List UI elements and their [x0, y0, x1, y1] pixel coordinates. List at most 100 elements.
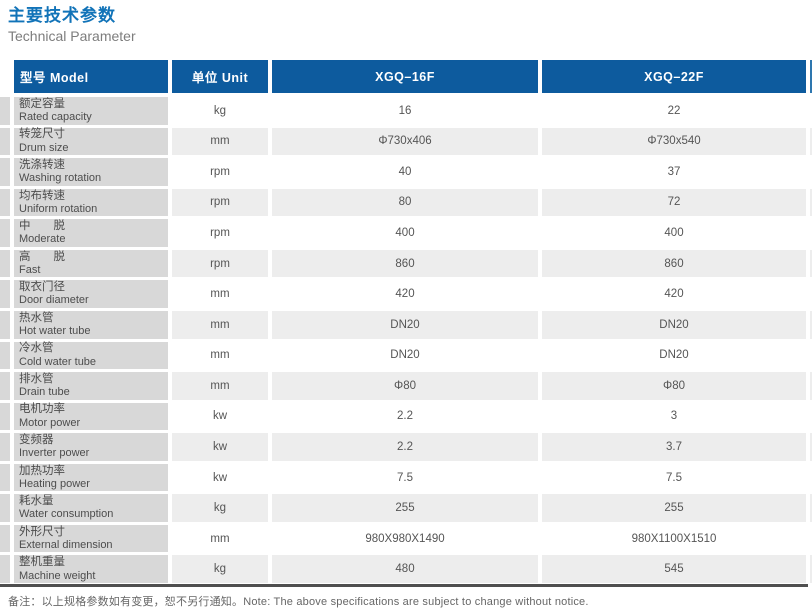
table-row: 取衣门径 Door diameter mm 420 420 [0, 280, 812, 308]
parameter-label-cell: 高 脱 Fast [14, 249, 168, 278]
parameter-label-en: Drain tube [19, 386, 70, 399]
parameter-label-cell: 排水管 Drain tube [14, 372, 168, 400]
table-header-row: 型号 Model 单位 Unit XGQ–16F XGQ–22F [14, 60, 812, 93]
parameter-label-en: Rated capacity [19, 111, 92, 124]
row-left-edge-strip [0, 463, 10, 492]
row-left-edge-strip [0, 372, 10, 400]
parameter-label-cell: 均布转速 Uniform rotation [14, 188, 168, 217]
xgq16f-value-cell: 7.5 [272, 463, 538, 492]
parameter-label-cell: 耗水量 Water consumption [14, 494, 168, 522]
table-row: 洗涤转速 Washing rotation rpm 40 37 [0, 158, 812, 186]
row-left-edge-strip [0, 555, 10, 583]
unit-cell: mm [172, 341, 268, 370]
parameter-label-cell: 冷水管 Cold water tube [14, 341, 168, 370]
parameter-label-en: Hot water tube [19, 325, 91, 337]
unit-cell: kw [172, 433, 268, 461]
table-row: 整机重量 Machine weight kg 480 545 [0, 555, 812, 583]
row-left-edge-strip [0, 341, 10, 370]
parameter-label-en: Heating power [19, 477, 90, 490]
row-right-edge-sliver [810, 433, 812, 461]
xgq16f-value-cell: DN20 [272, 310, 538, 339]
parameter-label-cn: 热水管 [19, 311, 54, 324]
xgq22f-value-cell: 3.7 [542, 433, 806, 461]
unit-cell: rpm [172, 158, 268, 186]
parameter-label-cell: 热水管 Hot water tube [14, 310, 168, 339]
header-model: 型号 Model [14, 60, 168, 93]
row-left-edge-strip [0, 310, 10, 339]
parameter-label-cn: 中 脱 [19, 220, 65, 233]
row-right-edge-sliver [810, 524, 812, 553]
row-left-edge-strip [0, 219, 10, 247]
parameter-label-cn: 均布转速 [19, 189, 65, 202]
parameter-label-en: Cold water tube [19, 355, 97, 368]
page-title-cn: 主要技术参数 [8, 6, 116, 25]
unit-cell: mm [172, 524, 268, 553]
row-left-edge-strip [0, 97, 10, 125]
table-row: 额定容量 Rated capacity kg 16 22 [0, 97, 812, 125]
footnote: 备注：以上规格参数如有变更，恕不另行通知。Note: The above spe… [8, 596, 589, 608]
parameter-label-cell: 电机功率 Motor power [14, 402, 168, 431]
page-title-block: 主要技术参数 Technical Parameter [8, 6, 136, 45]
parameter-label-cn: 转笼尺寸 [19, 128, 65, 141]
xgq22f-value-cell: 22 [542, 97, 806, 125]
page-title-en: Technical Parameter [8, 28, 136, 45]
xgq16f-value-cell: Φ80 [272, 372, 538, 400]
xgq16f-value-cell: Φ730x406 [272, 127, 538, 156]
unit-cell: kg [172, 494, 268, 522]
unit-cell: rpm [172, 249, 268, 278]
row-right-edge-sliver [810, 463, 812, 492]
row-right-edge-sliver [810, 127, 812, 156]
xgq16f-value-cell: 2.2 [272, 433, 538, 461]
unit-cell: kg [172, 97, 268, 125]
xgq22f-value-cell: DN20 [542, 341, 806, 370]
xgq16f-value-cell: 16 [272, 97, 538, 125]
xgq22f-value-cell: Φ80 [542, 372, 806, 400]
table-row: 电机功率 Motor power kw 2.2 3 [0, 402, 812, 431]
parameter-label-cn: 额定容量 [19, 97, 65, 110]
xgq22f-value-cell: Φ730x540 [542, 127, 806, 156]
xgq16f-value-cell: 2.2 [272, 402, 538, 431]
unit-cell: mm [172, 372, 268, 400]
parameter-label-en: Machine weight [19, 569, 96, 582]
row-right-edge-sliver [810, 494, 812, 522]
xgq22f-value-cell: 980X1100X1510 [542, 524, 806, 553]
xgq16f-value-cell: 860 [272, 249, 538, 278]
table-bottom-rule [0, 584, 808, 587]
table-row: 外形尺寸 External dimension mm 980X980X1490 … [0, 524, 812, 553]
header-unit: 单位 Unit [172, 60, 268, 93]
xgq22f-value-cell: 72 [542, 188, 806, 217]
parameter-label-cn: 排水管 [19, 372, 54, 385]
row-right-edge-sliver [810, 341, 812, 370]
xgq16f-value-cell: 40 [272, 158, 538, 186]
table-row: 均布转速 Uniform rotation rpm 80 72 [0, 188, 812, 217]
parameter-label-cn: 冷水管 [19, 342, 54, 355]
xgq22f-value-cell: 400 [542, 219, 806, 247]
table-row: 热水管 Hot water tube mm DN20 DN20 [0, 310, 812, 339]
row-right-edge-sliver [810, 280, 812, 308]
row-right-edge-sliver [810, 555, 812, 583]
parameter-label-cn: 加热功率 [19, 464, 65, 477]
xgq16f-value-cell: 400 [272, 219, 538, 247]
xgq22f-value-cell: 7.5 [542, 463, 806, 492]
unit-cell: mm [172, 280, 268, 308]
unit-cell: kw [172, 402, 268, 431]
parameter-label-cell: 整机重量 Machine weight [14, 555, 168, 583]
parameter-label-cell: 取衣门径 Door diameter [14, 280, 168, 308]
parameter-label-cn: 整机重量 [19, 556, 65, 569]
table-row: 高 脱 Fast rpm 860 860 [0, 249, 812, 278]
xgq16f-value-cell: 255 [272, 494, 538, 522]
table-row: 转笼尺寸 Drum size mm Φ730x406 Φ730x540 [0, 127, 812, 156]
parameter-label-cn: 洗涤转速 [19, 158, 65, 171]
unit-cell: kw [172, 463, 268, 492]
xgq22f-value-cell: 545 [542, 555, 806, 583]
row-left-edge-strip [0, 158, 10, 186]
parameter-label-en: Fast [19, 263, 41, 276]
parameter-label-cell: 中 脱 Moderate [14, 219, 168, 247]
row-right-edge-sliver [810, 249, 812, 278]
row-left-edge-strip [0, 524, 10, 553]
table-body: 额定容量 Rated capacity kg 16 22 转笼尺寸 Drum s… [0, 97, 812, 583]
unit-cell: rpm [172, 188, 268, 217]
parameter-label-cn: 变频器 [19, 434, 54, 447]
parameter-label-cn: 电机功率 [19, 403, 65, 416]
